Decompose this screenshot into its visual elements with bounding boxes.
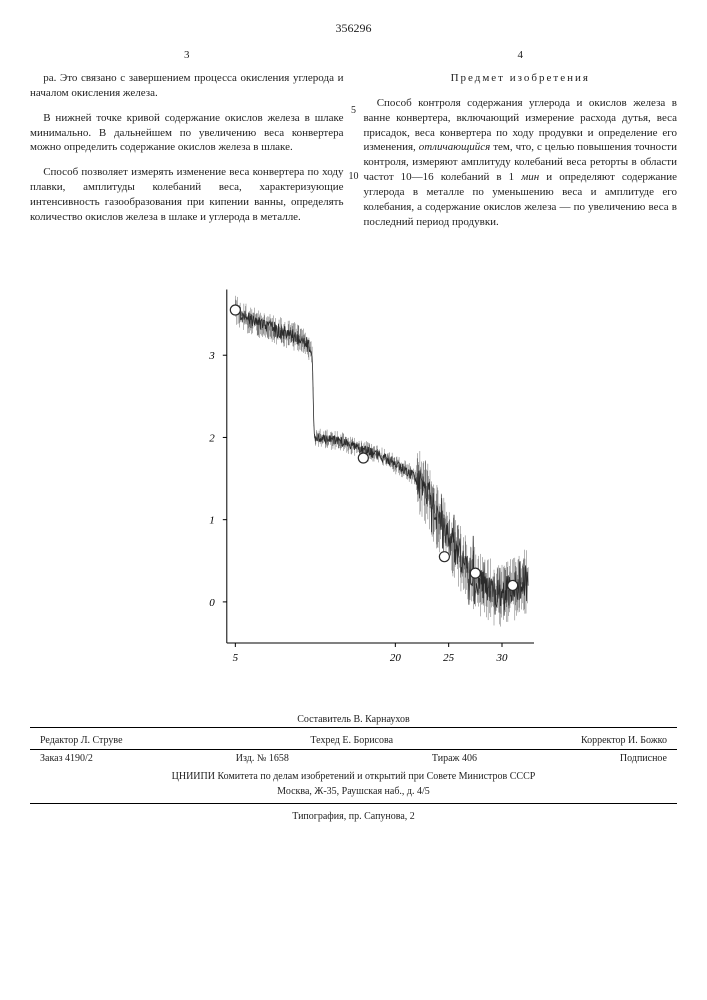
svg-text:25: 25 — [443, 652, 455, 664]
svg-text:1: 1 — [209, 515, 215, 527]
left-col-number: 3 — [30, 48, 344, 63]
patent-number: 356296 — [30, 20, 677, 36]
text-columns-wrap: 5 10 3 ра. Это связано с завершением про… — [30, 48, 677, 239]
footer-tech-editor: Техред Е. Борисова — [310, 734, 393, 748]
svg-text:0: 0 — [209, 597, 215, 609]
left-p1: ра. Это связано с завершением процесса о… — [30, 71, 344, 101]
footer-org: ЦНИИПИ Комитета по делам изобретений и о… — [30, 770, 677, 784]
footer-compiler: Составитель В. Карнаухов — [30, 713, 677, 727]
left-p3: Способ позволяет измерять изменение веса… — [30, 165, 344, 224]
chart-container: 0 1 2 3 5 20 25 30 — [30, 263, 677, 683]
line-marker-5: 5 — [351, 104, 356, 118]
right-col-number: 4 — [364, 48, 678, 63]
line-marker-10: 10 — [349, 170, 359, 184]
footer-circulation: Тираж 406 — [432, 752, 477, 766]
left-p2: В нижней точке кривой содержание окислов… — [30, 111, 344, 156]
svg-text:20: 20 — [389, 652, 401, 664]
footer-table: Редактор Л. Струве Техред Е. Борисова Ко… — [30, 727, 677, 804]
text-columns: 3 ра. Это связано с завершением процесса… — [30, 48, 677, 239]
weight-chart: 0 1 2 3 5 20 25 30 — [164, 263, 544, 683]
left-column: 3 ра. Это связано с завершением процесса… — [30, 48, 344, 239]
right-column: 4 Предмет изобретения Способ контроля со… — [364, 48, 678, 239]
footer-subscription: Подписное — [620, 752, 667, 766]
footer-order: Заказ 4190/2 — [40, 752, 93, 766]
footer-address: Москва, Ж-35, Раушская наб., д. 4/5 — [30, 785, 677, 799]
footer-corrector: Корректор И. Божко — [581, 734, 667, 748]
svg-text:5: 5 — [232, 652, 238, 664]
svg-text:2: 2 — [209, 433, 215, 445]
footer-editor: Редактор Л. Струве — [40, 734, 123, 748]
right-p1-em2: мин — [521, 171, 539, 183]
subject-title: Предмет изобретения — [364, 71, 678, 86]
right-p1: Способ контроля содержания углерода и ок… — [364, 96, 678, 230]
footer-issue: Изд. № 1658 — [236, 752, 289, 766]
footer-block: Составитель В. Карнаухов Редактор Л. Стр… — [30, 713, 677, 823]
footer-row-2: Заказ 4190/2 Изд. № 1658 Тираж 406 Подпи… — [30, 750, 677, 768]
svg-text:3: 3 — [208, 351, 215, 363]
svg-text:30: 30 — [495, 652, 508, 664]
footer-printing: Типография, пр. Сапунова, 2 — [30, 810, 677, 824]
right-p1-em: отличающийся — [419, 141, 491, 153]
footer-row-1: Редактор Л. Струве Техред Е. Борисова Ко… — [30, 732, 677, 750]
